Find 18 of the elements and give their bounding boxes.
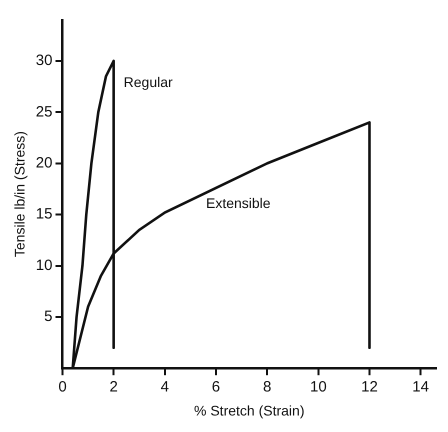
x-tick-label: 2 — [109, 378, 118, 396]
y-tick-label: 5 — [44, 308, 52, 326]
x-tick-label: 12 — [361, 378, 378, 396]
y-tick-label: 15 — [36, 206, 52, 223]
y-axis-title: Tensile lb/in (Stress) — [11, 131, 28, 258]
series-label: Extensible — [206, 194, 271, 211]
x-tick-label: 0 — [58, 378, 67, 396]
y-tick-label: 25 — [36, 103, 52, 120]
x-tick-label: 10 — [310, 378, 327, 396]
x-tick-label: 4 — [160, 378, 169, 396]
y-tick-label: 10 — [36, 256, 52, 274]
x-tick-label: 6 — [212, 378, 220, 396]
y-tick-label: 20 — [36, 154, 52, 172]
x-tick-label: 14 — [412, 378, 429, 396]
x-axis-title: % Stretch (Strain) — [194, 402, 304, 418]
x-tick-label: 8 — [262, 378, 272, 396]
y-tick-label: 30 — [36, 52, 52, 70]
series-label: Regular — [124, 74, 174, 90]
